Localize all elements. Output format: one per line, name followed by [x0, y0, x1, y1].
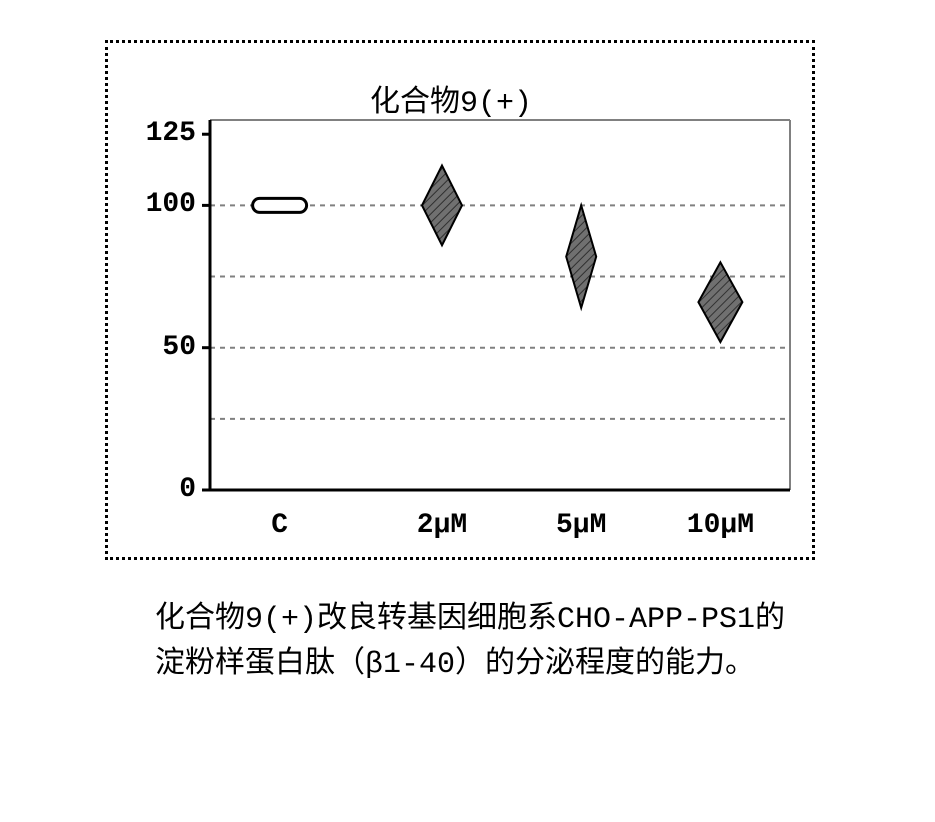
x-category-label: C [271, 510, 288, 541]
x-category-label: 2μM [417, 510, 467, 541]
chart-title: 化合物9(+) [370, 76, 532, 121]
y-tick-label: 0 [179, 474, 196, 505]
figure-caption: 化合物9(+)改良转基因细胞系CHO-APP-PS1的 淀粉样蛋白肽（β1-40… [155, 598, 785, 688]
x-category-label: 10μM [687, 510, 754, 541]
scatter-chart [210, 120, 790, 490]
x-category-label: 5μM [556, 510, 606, 541]
y-tick-label: 100 [146, 189, 196, 220]
y-tick-label: 125 [146, 118, 196, 149]
y-tick-label: 50 [162, 332, 196, 363]
